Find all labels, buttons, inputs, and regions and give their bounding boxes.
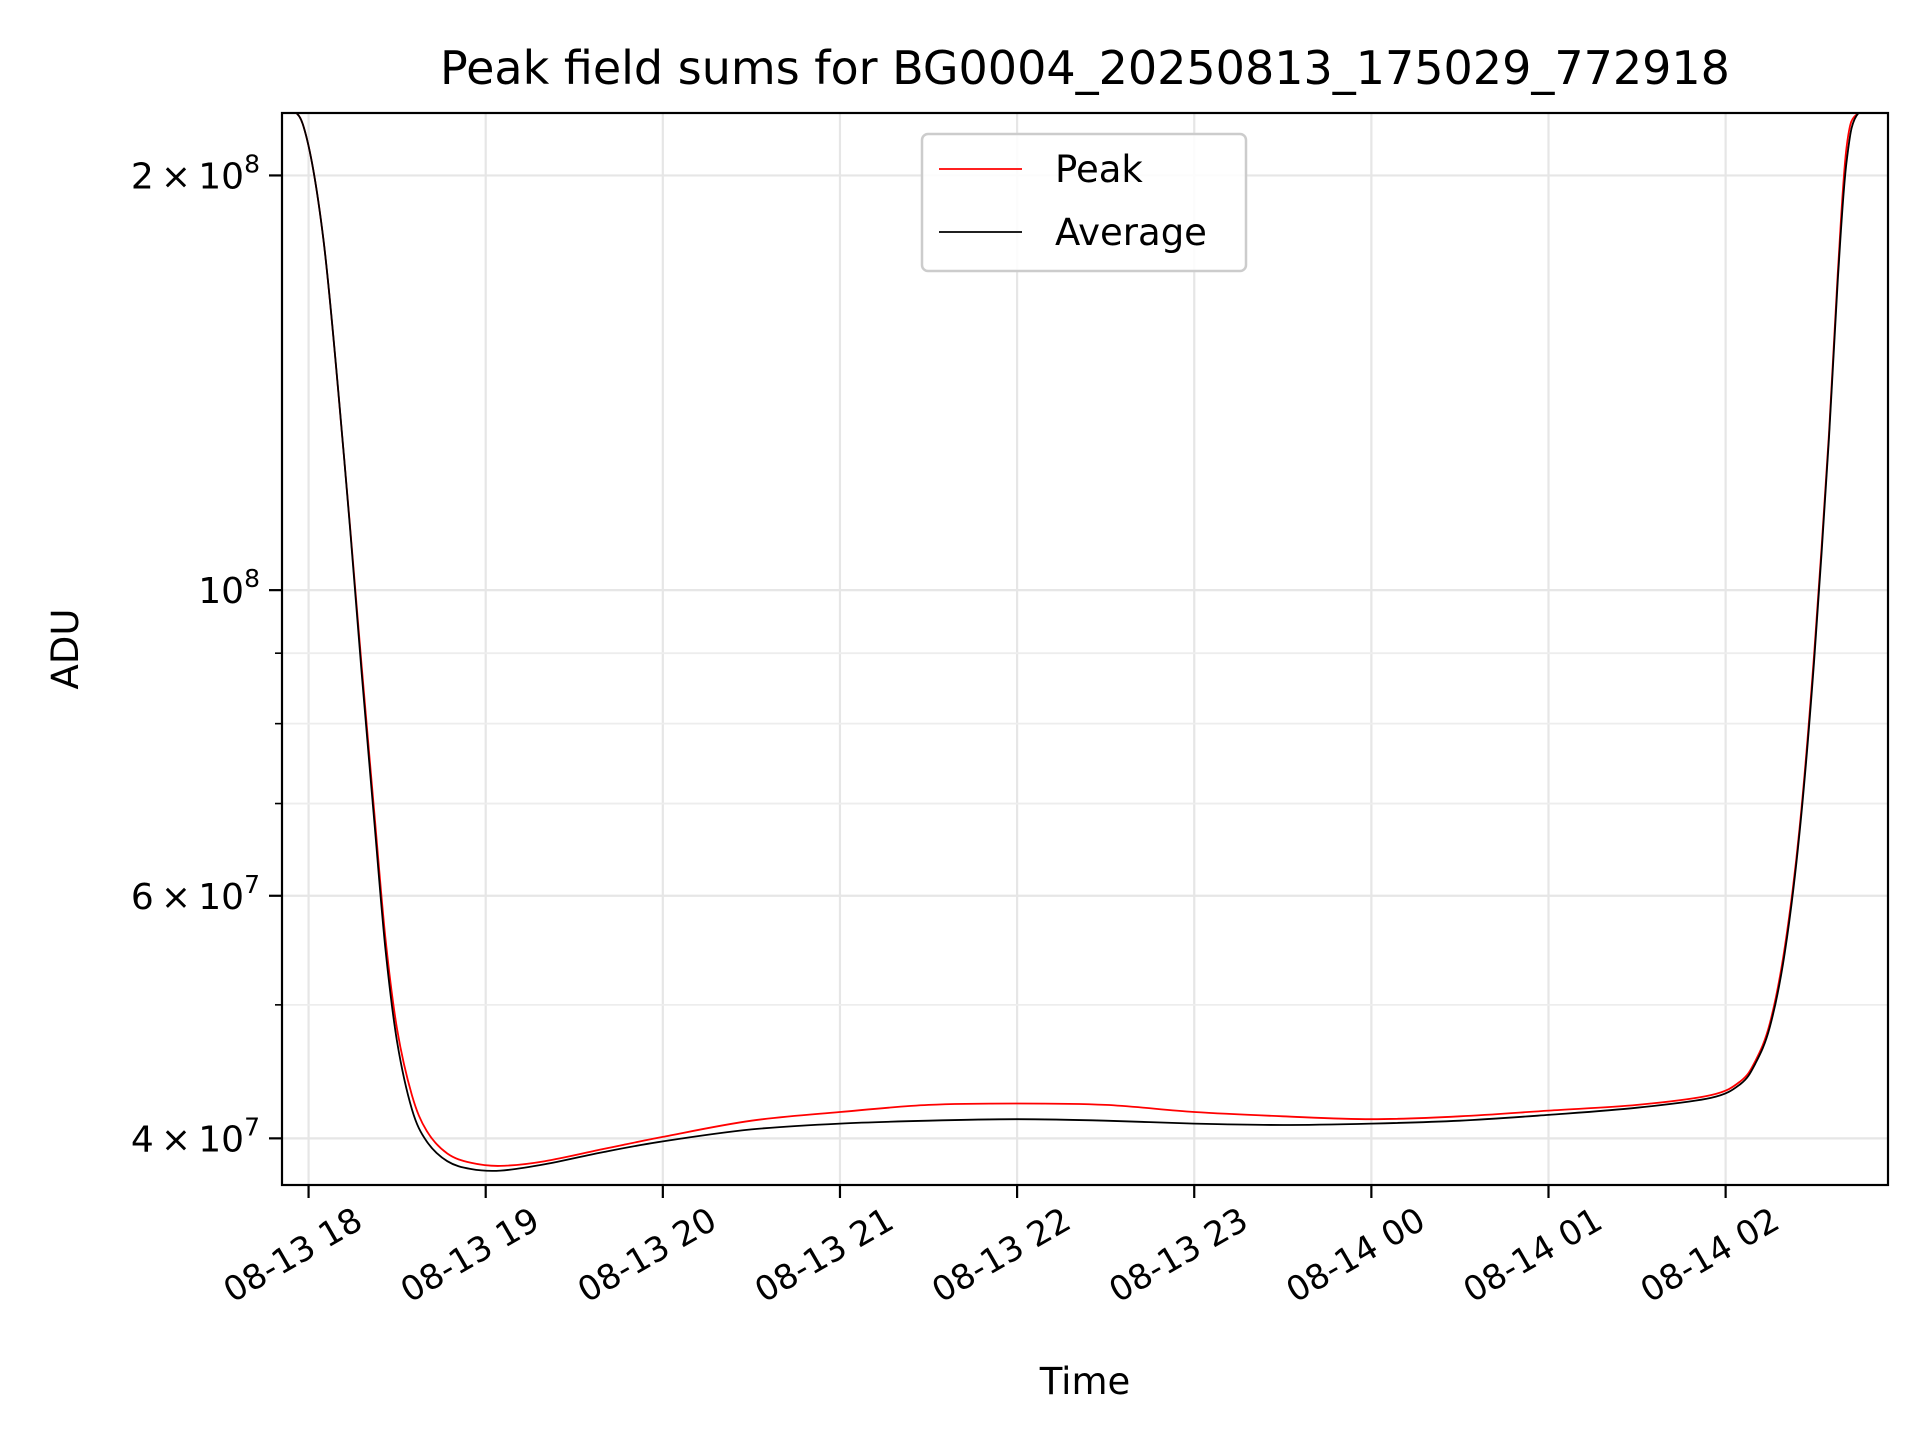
y-tick-label: 4 × 107 bbox=[131, 1112, 260, 1160]
x-axis-label: Time bbox=[1039, 1360, 1131, 1403]
legend: Peak Average bbox=[920, 132, 1248, 273]
axes-frame bbox=[280, 111, 1890, 1187]
y-axis: 4 × 107 6 × 107 108 2 × 108 bbox=[131, 149, 282, 1160]
plot-area bbox=[282, 113, 1888, 1172]
series-line-average bbox=[282, 113, 1888, 1172]
y-tick-label: 108 bbox=[198, 564, 260, 612]
y-tick-label: 6 × 107 bbox=[131, 870, 260, 918]
legend-label-peak: Peak bbox=[1055, 148, 1143, 191]
chart-title: Peak field sums for BG0004_20250813_1750… bbox=[440, 41, 1730, 95]
y-tick-label: 2 × 108 bbox=[131, 149, 260, 197]
legend-label-average: Average bbox=[1055, 211, 1207, 254]
grid bbox=[282, 113, 1888, 1185]
y-axis-label: ADU bbox=[44, 609, 87, 690]
